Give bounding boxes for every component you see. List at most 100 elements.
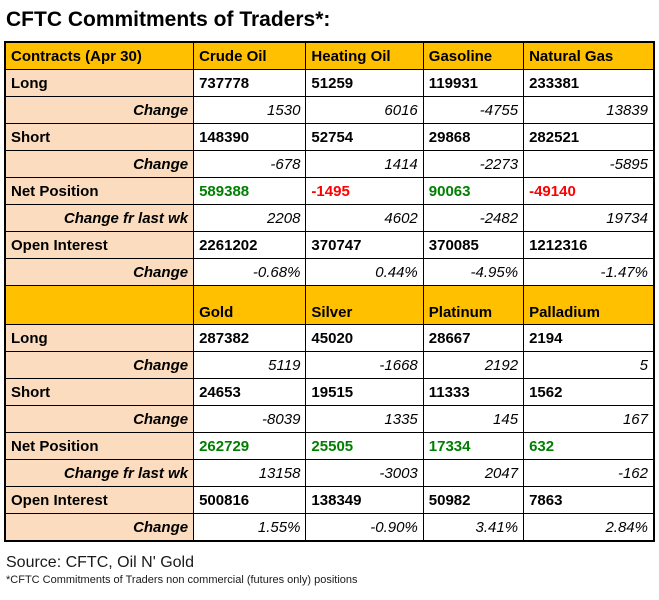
- cell-value: -0.68%: [193, 258, 307, 286]
- cell-value: 5: [523, 351, 655, 379]
- table-row: Change fr last wk 13158 -3003 2047 -162: [4, 459, 655, 487]
- cell-value: 119931: [422, 69, 525, 97]
- cell-value: 1530: [193, 96, 307, 124]
- row-label: Short: [4, 378, 195, 406]
- cell-value: 28667: [422, 324, 525, 352]
- cell-value: -2273: [422, 150, 525, 178]
- row-label: Change: [4, 351, 195, 379]
- table-row: Open Interest 500816 138349 50982 7863: [4, 486, 655, 514]
- table-row: Net Position 589388 -1495 90063 -49140: [4, 177, 655, 205]
- column-header: Crude Oil: [193, 41, 307, 70]
- cell-value: 19734: [523, 204, 655, 232]
- cell-value: -1668: [305, 351, 424, 379]
- cot-table: Contracts (Apr 30) Crude Oil Heating Oil Ga…: [4, 41, 655, 542]
- cell-value: -1.47%: [523, 258, 655, 286]
- cell-value: 13158: [193, 459, 307, 487]
- cell-value: -8039: [193, 405, 307, 433]
- row-label: Net Position: [4, 177, 195, 205]
- cell-value: 737778: [193, 69, 307, 97]
- row-label: Change: [4, 96, 195, 124]
- cell-value: -0.90%: [305, 513, 424, 542]
- row-label: Net Position: [4, 432, 195, 460]
- cell-value: 5119: [193, 351, 307, 379]
- table-row: Long 287382 45020 28667 2194: [4, 324, 655, 352]
- section-2-header-row: Gold Silver Platinum Palladium: [4, 285, 655, 325]
- row-label: Long: [4, 69, 195, 97]
- cell-value: 1335: [305, 405, 424, 433]
- cell-value: 2192: [422, 351, 525, 379]
- cell-value: 13839: [523, 96, 655, 124]
- cell-value: 11333: [422, 378, 525, 406]
- cell-value: 45020: [305, 324, 424, 352]
- table-row: Short 24653 19515 11333 1562: [4, 378, 655, 406]
- row-label: Change fr last wk: [4, 204, 195, 232]
- cell-value: 0.44%: [305, 258, 424, 286]
- table-row: Change 5119 -1668 2192 5: [4, 351, 655, 379]
- column-header: Gold: [193, 285, 307, 325]
- cell-value: -49140: [523, 177, 655, 205]
- cell-value: 2047: [422, 459, 525, 487]
- table-row: Change -678 1414 -2273 -5895: [4, 150, 655, 178]
- table-row: Change -0.68% 0.44% -4.95% -1.47%: [4, 258, 655, 286]
- cell-value: 51259: [305, 69, 424, 97]
- table-row: Open Interest 2261202 370747 370085 1212316: [4, 231, 655, 259]
- column-header: Natural Gas: [523, 41, 655, 70]
- row-label: Change fr last wk: [4, 459, 195, 487]
- source-line: Source: CFTC, Oil N' Gold: [6, 554, 194, 571]
- cell-value: -162: [523, 459, 655, 487]
- row-label-column-header: [4, 285, 195, 325]
- cell-value: 2194: [523, 324, 655, 352]
- footnote: *CFTC Commitments of Traders non commerc…: [6, 574, 358, 586]
- cell-value: 167: [523, 405, 655, 433]
- cell-value: 29868: [422, 123, 525, 151]
- cell-value: 7863: [523, 486, 655, 514]
- column-header: Silver: [305, 285, 424, 325]
- cell-value: 1562: [523, 378, 655, 406]
- row-label: Open Interest: [4, 486, 195, 514]
- column-header: Platinum: [422, 285, 525, 325]
- cell-value: 370085: [422, 231, 525, 259]
- cell-value: 17334: [422, 432, 525, 460]
- page: CFTC Commitments of Traders*: Contracts …: [4, 8, 655, 586]
- cell-value: 6016: [305, 96, 424, 124]
- row-label: Change: [4, 258, 195, 286]
- cell-value: 2.84%: [523, 513, 655, 542]
- cell-value: 500816: [193, 486, 307, 514]
- row-label: Short: [4, 123, 195, 151]
- column-header: Heating Oil: [305, 41, 424, 70]
- table-row: Net Position 262729 25505 17334 632: [4, 432, 655, 460]
- cell-value: 233381: [523, 69, 655, 97]
- row-label: Open Interest: [4, 231, 195, 259]
- table-row: Change 1530 6016 -4755 13839: [4, 96, 655, 124]
- cell-value: 282521: [523, 123, 655, 151]
- cell-value: 138349: [305, 486, 424, 514]
- row-label: Change: [4, 513, 195, 542]
- table-row: Short 148390 52754 29868 282521: [4, 123, 655, 151]
- cell-value: 50982: [422, 486, 525, 514]
- cell-value: -3003: [305, 459, 424, 487]
- cell-value: -678: [193, 150, 307, 178]
- cell-value: 1414: [305, 150, 424, 178]
- cell-value: 24653: [193, 378, 307, 406]
- cell-value: 52754: [305, 123, 424, 151]
- cell-value: 1212316: [523, 231, 655, 259]
- cell-value: -2482: [422, 204, 525, 232]
- section-1-header-row: Contracts (Apr 30) Crude Oil Heating Oil Ga…: [4, 41, 655, 70]
- row-label: Long: [4, 324, 195, 352]
- row-label: Change: [4, 150, 195, 178]
- table-row: Change -8039 1335 145 167: [4, 405, 655, 433]
- table-row: Change fr last wk 2208 4602 -2482 19734: [4, 204, 655, 232]
- cell-value: 145: [422, 405, 525, 433]
- cell-value: 3.41%: [422, 513, 525, 542]
- column-header: Palladium: [523, 285, 655, 325]
- cell-value: 262729: [193, 432, 307, 460]
- table-row: Long 737778 51259 119931 233381: [4, 69, 655, 97]
- cell-value: -1495: [305, 177, 424, 205]
- row-label: Change: [4, 405, 195, 433]
- row-label-column-header: Contracts (Apr 30): [4, 41, 195, 70]
- cell-value: 2208: [193, 204, 307, 232]
- cell-value: 589388: [193, 177, 307, 205]
- cell-value: 2261202: [193, 231, 307, 259]
- cell-value: -4.95%: [422, 258, 525, 286]
- column-header: Gasoline: [422, 41, 525, 70]
